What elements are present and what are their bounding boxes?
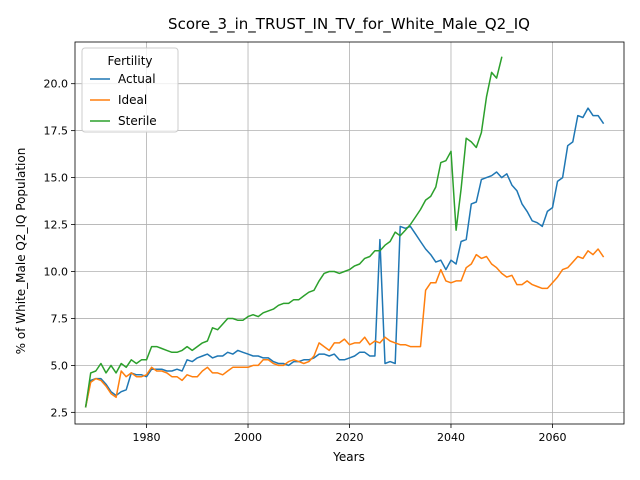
legend-title: Fertility: [107, 54, 152, 68]
x-tick-label: 2040: [437, 431, 465, 444]
legend-box: [81, 47, 179, 133]
plot-series: [84, 56, 605, 408]
chart-title: Score_3_in_TRUST_IN_TV_for_White_Male_Q2…: [168, 15, 530, 34]
y-tick-label: 10.0: [44, 266, 69, 279]
x-tick-label: 2020: [336, 431, 364, 444]
y-tick-label: 5.0: [51, 359, 69, 372]
legend-label-sterile: Sterile: [118, 114, 157, 128]
y-tick-label: 7.5: [51, 312, 69, 325]
y-tick-label: 2.5: [51, 406, 69, 419]
legend-label-actual: Actual: [118, 72, 156, 86]
x-tick-label: 1980: [133, 431, 161, 444]
y-tick-label: 15.0: [44, 172, 69, 185]
x-tick-label: 2060: [538, 431, 566, 444]
y-tick-label: 12.5: [44, 219, 69, 232]
series-line-sterile: [84, 56, 503, 408]
grid: [75, 42, 624, 424]
x-tick-label: 2000: [234, 431, 262, 444]
x-axis-label: Years: [332, 450, 365, 464]
legend-label-ideal: Ideal: [118, 93, 147, 107]
y-axis-label: % of White_Male Q2_IQ Population: [14, 148, 28, 355]
legend: Fertility Actual Ideal Sterile: [81, 47, 179, 133]
y-tick-label: 17.5: [44, 125, 69, 138]
series-line-ideal: [84, 248, 605, 408]
ticks: 1980 2000 2020 2040 2060 2.5 5.0 7.5 10.0 12.5 15.…: [44, 78, 567, 444]
y-tick-label: 20.0: [44, 78, 69, 91]
series-line-actual: [84, 107, 605, 408]
